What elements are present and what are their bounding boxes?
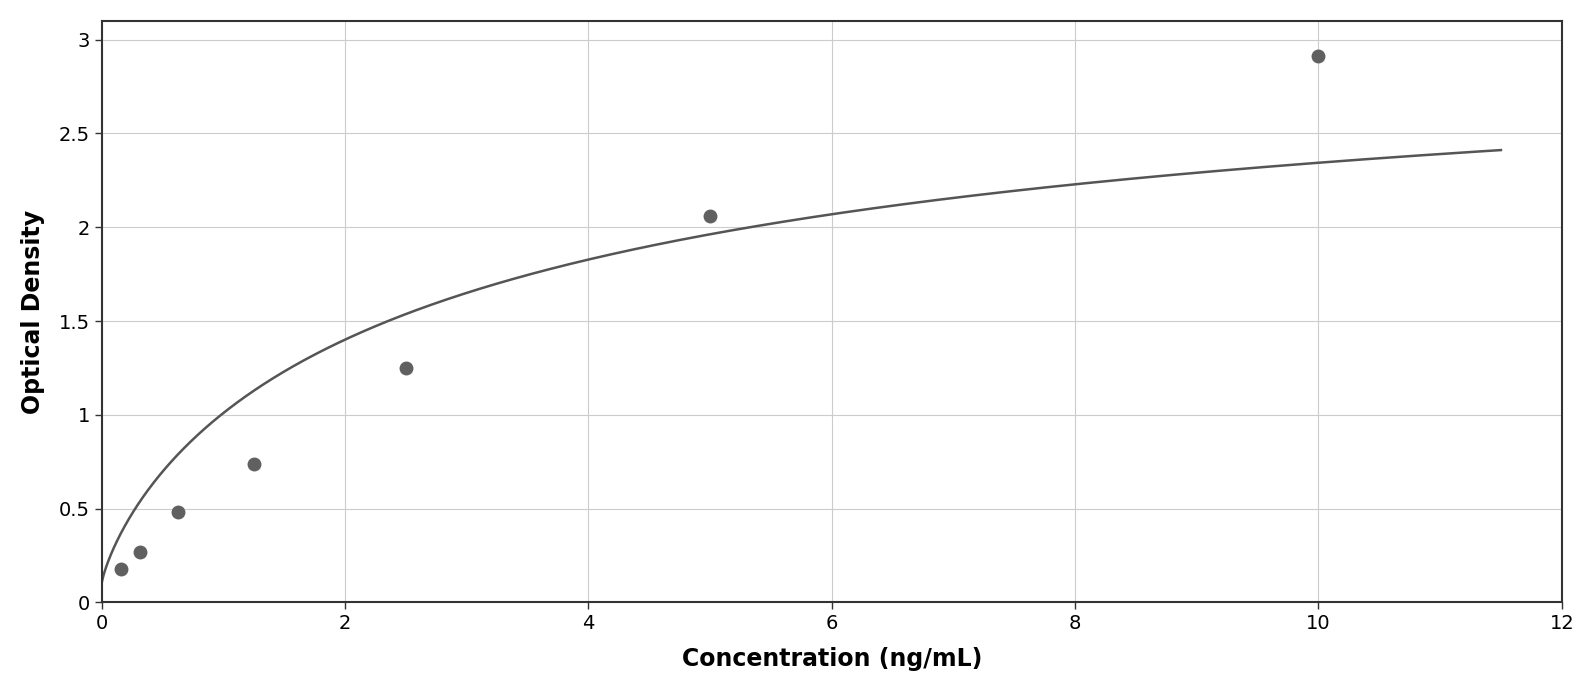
Point [392,363,418,374]
Y-axis label: Optical Density: Optical Density [21,210,45,414]
Point [164,507,190,518]
Point [128,546,153,557]
X-axis label: Concentration (ng/mL): Concentration (ng/mL) [681,647,983,671]
Point [108,564,134,575]
Point [1306,51,1332,62]
Point [241,458,266,469]
Point [697,210,723,221]
